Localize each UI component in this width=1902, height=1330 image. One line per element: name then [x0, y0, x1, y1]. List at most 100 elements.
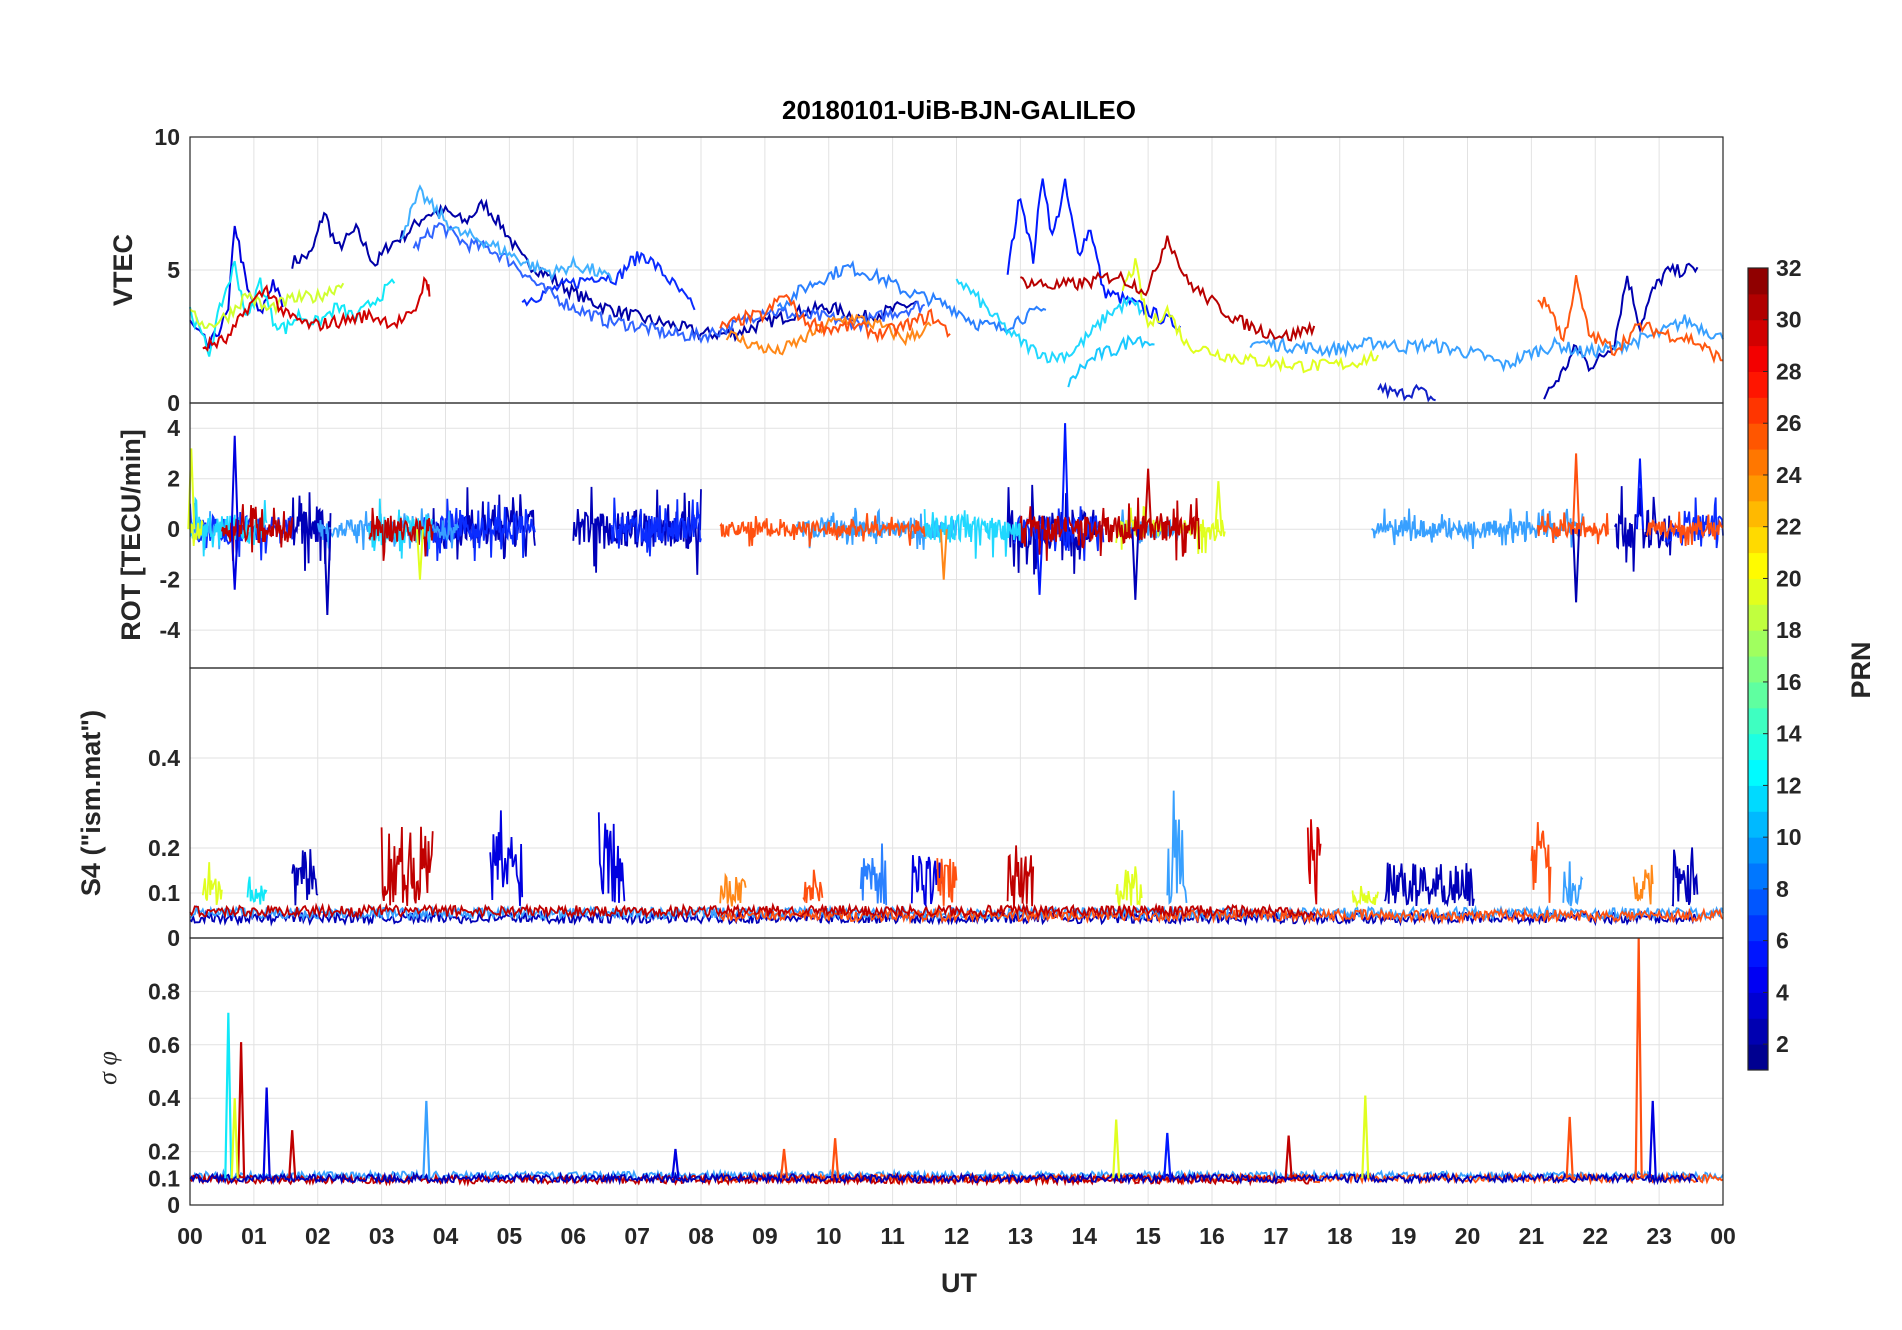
- s4-burst: [1351, 885, 1379, 909]
- rot-series-prn-30: [1019, 497, 1201, 561]
- s4-burst: [1166, 790, 1188, 905]
- x-tick-label: 12: [944, 1223, 970, 1249]
- colorbar-tick-label: 32: [1776, 255, 1802, 281]
- sigma-spike: [1648, 1100, 1657, 1179]
- panel-frame: [189, 937, 1724, 1206]
- x-tick-label: 07: [624, 1223, 650, 1249]
- y-tick-label: 2: [167, 466, 180, 492]
- vtec-series-prn-11: [1067, 334, 1155, 388]
- panel-rot: -4 -2 0 2 4: [160, 402, 1724, 669]
- rot-series-prn-5: [1013, 506, 1105, 561]
- vtec-series-prn-31: [1020, 235, 1316, 342]
- sigma-spike: [262, 1087, 271, 1179]
- vtec-series-prn-10: [399, 184, 613, 282]
- x-tick-label: 04: [433, 1223, 459, 1249]
- sigma_phi-baseline: [189, 1170, 1699, 1186]
- colorbar-swatch: [1748, 345, 1768, 372]
- rot-series-prn-5: [610, 497, 702, 557]
- s4-burst: [936, 858, 958, 906]
- rot-series-prn-25: [1645, 511, 1724, 547]
- colorbar-swatch: [1748, 319, 1768, 347]
- x-tick-label: 19: [1391, 1223, 1417, 1249]
- x-axis-label: UT: [941, 1268, 977, 1298]
- x-tick-label: 11: [880, 1223, 905, 1249]
- y-tick-label: 0.2: [148, 835, 180, 861]
- y-tick-label: -4: [160, 617, 181, 643]
- x-tick-label: 00: [177, 1223, 203, 1249]
- s4-burst: [201, 862, 223, 905]
- rot-spike: [1214, 481, 1223, 530]
- rot-series-prn-30: [368, 507, 434, 561]
- colorbar-swatch: [1748, 707, 1768, 735]
- y-tick-label: 0.1: [148, 880, 180, 906]
- vtec-series-prn-30: [202, 275, 431, 353]
- vtec-series-prn-19: [189, 282, 345, 330]
- x-tick-label: 06: [560, 1223, 586, 1249]
- x-tick-label: 02: [305, 1223, 331, 1249]
- plot-panels: 0510-4-202400.10.20.400.10.20.40.60.8VTE…: [76, 124, 1736, 1249]
- s4-burst: [1006, 845, 1035, 907]
- sigma-spike: [288, 1130, 297, 1179]
- y-tick-label: 0: [167, 1192, 180, 1218]
- y-label-rot: ROT [TECU/min]: [116, 429, 146, 640]
- rot-series-prn-2: [1006, 484, 1098, 575]
- colorbar-tick-label: 4: [1776, 979, 1789, 1005]
- colorbar-tick-label: 22: [1776, 514, 1802, 540]
- colorbar-swatch: [1748, 888, 1768, 916]
- vtec-series-prn-12: [955, 278, 1143, 365]
- x-tick-label: 08: [688, 1223, 714, 1249]
- s4-burst: [1632, 864, 1654, 905]
- colorbar-tick-label: 24: [1776, 462, 1802, 488]
- s4-burst: [1671, 847, 1699, 907]
- colorbar-swatch: [1748, 914, 1768, 942]
- vtec-series-prn-3: [1006, 178, 1182, 334]
- s4-burst: [246, 876, 268, 905]
- sigma-spike: [237, 1042, 246, 1179]
- sigma-spike: [422, 1100, 431, 1179]
- colorbar-tick-label: 28: [1776, 358, 1802, 384]
- colorbar-swatch: [1748, 837, 1768, 864]
- y-tick-label: 0.1: [148, 1165, 180, 1191]
- y-tick-label: 0.2: [148, 1139, 180, 1165]
- colorbar-swatch: [1748, 992, 1768, 1019]
- x-tick-label: 22: [1582, 1223, 1608, 1249]
- colorbar-swatch: [1748, 449, 1768, 476]
- y-tick-label: 0.6: [148, 1032, 180, 1058]
- colorbar-swatch: [1748, 474, 1768, 502]
- s4-burst: [489, 810, 524, 906]
- colorbar-swatch: [1748, 1044, 1768, 1071]
- s4-burst: [719, 872, 747, 907]
- sigma-spike: [779, 1148, 789, 1179]
- colorbar-swatch: [1748, 681, 1768, 709]
- vtec-series-prn-5: [521, 251, 696, 311]
- colorbar-swatch: [1748, 423, 1768, 450]
- y-tick-label: 10: [154, 124, 180, 150]
- rot-series-prn-30: [221, 504, 294, 561]
- s4-baseline: [189, 902, 1315, 920]
- s4-burst: [1530, 822, 1552, 903]
- x-tick-label: 13: [1008, 1223, 1034, 1249]
- vtec-series-prn-25: [719, 293, 951, 344]
- rot-series-prn-12: [189, 496, 268, 557]
- rot-series-prn-2: [1614, 486, 1673, 572]
- sigma-spike: [831, 1138, 840, 1179]
- colorbar-tick-label: 12: [1776, 772, 1802, 798]
- vtec-series-prn-3: [1377, 381, 1436, 403]
- rot-series-prn-2: [291, 492, 332, 571]
- colorbar-tick-label: 8: [1776, 876, 1789, 902]
- y-tick-label: 0.4: [148, 1085, 180, 1111]
- vtec-series-prn-4: [189, 225, 284, 350]
- colorbar-swatch: [1748, 552, 1768, 579]
- vtec-series-prn-12: [189, 260, 396, 357]
- s4-burst: [380, 826, 434, 907]
- colorbar-swatch: [1748, 733, 1768, 761]
- sigma-spike: [1112, 1119, 1121, 1179]
- rot-series-prn-12: [923, 509, 1022, 559]
- y-tick-label: 0: [167, 925, 180, 951]
- rot-spike: [1131, 529, 1140, 600]
- x-tick-label: 00: [1710, 1223, 1736, 1249]
- y-label-s4: S4 ("ism.mat"): [76, 710, 106, 896]
- s4-burst: [291, 849, 319, 906]
- chart-title: 20180101-UiB-BJN-GALILEO: [782, 95, 1136, 125]
- vtec-series-prn-20: [1121, 258, 1380, 374]
